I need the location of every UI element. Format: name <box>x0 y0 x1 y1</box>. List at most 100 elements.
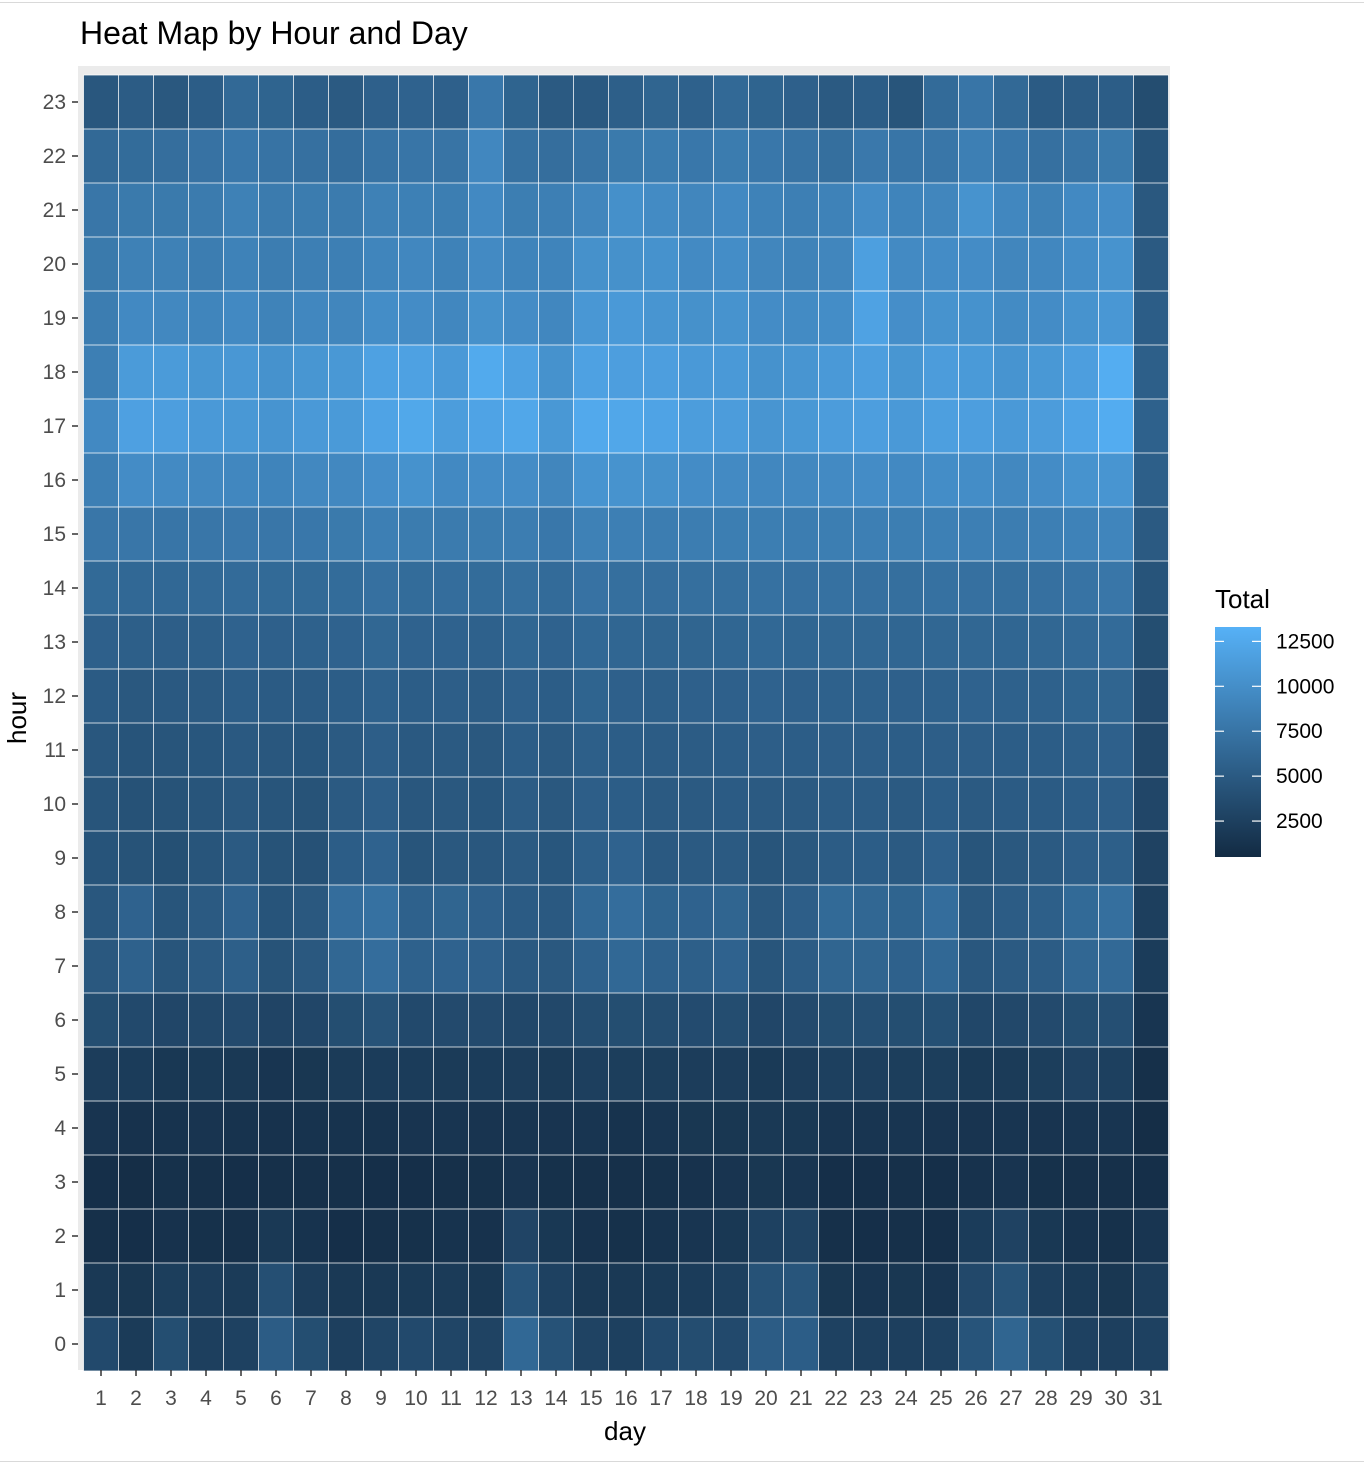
heatmap-cell <box>713 129 749 183</box>
heatmap-cell <box>643 1155 679 1209</box>
heatmap-cell <box>958 1047 994 1101</box>
heatmap-cell <box>538 831 574 885</box>
heatmap-cell <box>398 75 434 129</box>
heatmap-cell <box>363 939 399 993</box>
heatmap-cell <box>573 993 609 1047</box>
heatmap-cell <box>223 939 259 993</box>
heatmap-cell <box>1028 75 1064 129</box>
heatmap-cell <box>363 561 399 615</box>
heatmap-cell <box>783 291 819 345</box>
heatmap-cell <box>538 75 574 129</box>
heatmap-cell <box>923 183 959 237</box>
heatmap-cell <box>783 993 819 1047</box>
heatmap-cell <box>188 831 224 885</box>
heatmap-cell <box>118 885 154 939</box>
heatmap-cell <box>188 75 224 129</box>
heatmap-cell <box>573 1101 609 1155</box>
heatmap-cell <box>118 1209 154 1263</box>
heatmap-cell <box>328 993 364 1047</box>
heatmap-cell <box>538 615 574 669</box>
heatmap-cell <box>258 939 294 993</box>
heatmap-cell <box>853 1155 889 1209</box>
heatmap-cell <box>433 507 469 561</box>
y-tick-label: 5 <box>54 1063 66 1086</box>
heatmap-cell <box>958 1263 994 1317</box>
heatmap-cell <box>433 129 469 183</box>
heatmap-cell <box>713 1101 749 1155</box>
heatmap-cell <box>678 291 714 345</box>
heatmap-cell <box>433 723 469 777</box>
heatmap-cell <box>258 345 294 399</box>
heatmap-cell <box>328 507 364 561</box>
heatmap-cell <box>748 237 784 291</box>
heatmap-cell <box>188 1155 224 1209</box>
heatmap-cell <box>363 291 399 345</box>
heatmap-cell <box>748 561 784 615</box>
heatmap-cell <box>118 615 154 669</box>
heatmap-cell <box>818 993 854 1047</box>
heatmap-cell <box>83 291 119 345</box>
heatmap-cell <box>293 75 329 129</box>
heatmap-cell <box>468 453 504 507</box>
heatmap-cell <box>958 1101 994 1155</box>
heatmap-cell <box>538 1047 574 1101</box>
heatmap-cell <box>223 399 259 453</box>
heatmap-cell <box>538 993 574 1047</box>
heatmap-cell <box>433 1209 469 1263</box>
heatmap-cell <box>1028 939 1064 993</box>
heatmap-cell <box>748 777 784 831</box>
heatmap-cell <box>678 129 714 183</box>
heatmap-cell <box>713 723 749 777</box>
heatmap-cell <box>433 75 469 129</box>
heatmap-cell <box>223 345 259 399</box>
heatmap-cell <box>293 831 329 885</box>
heatmap-cell <box>608 237 644 291</box>
heatmap-cell <box>1028 399 1064 453</box>
heatmap-cell <box>818 1317 854 1371</box>
heatmap-cell <box>83 939 119 993</box>
heatmap-cell <box>1098 1155 1134 1209</box>
heatmap-cell <box>573 75 609 129</box>
heatmap-cell <box>538 453 574 507</box>
heatmap-cell <box>503 669 539 723</box>
y-tick-label: 9 <box>54 847 66 870</box>
heatmap-cell <box>1063 1101 1099 1155</box>
heatmap-cell <box>468 1317 504 1371</box>
heatmap-cell <box>643 885 679 939</box>
heatmap-cell <box>923 291 959 345</box>
heatmap-cell <box>783 75 819 129</box>
heatmap-cell <box>503 507 539 561</box>
heatmap-cell <box>713 561 749 615</box>
heatmap-cell <box>538 129 574 183</box>
heatmap-cell <box>223 1155 259 1209</box>
heatmap-cell <box>1063 507 1099 561</box>
heatmap-cell <box>678 75 714 129</box>
y-tick-label: 7 <box>54 955 66 978</box>
frame-top-border <box>0 2 1364 3</box>
heatmap-cell <box>748 129 784 183</box>
heatmap-cell <box>1133 183 1169 237</box>
heatmap-cell <box>853 507 889 561</box>
heatmap-cell <box>573 291 609 345</box>
heatmap-cell <box>433 669 469 723</box>
heatmap-cell <box>328 1047 364 1101</box>
heatmap-cell <box>783 777 819 831</box>
heatmap-cell <box>1028 615 1064 669</box>
heatmap-cell <box>958 399 994 453</box>
heatmap-cell <box>363 399 399 453</box>
heatmap-cell <box>503 885 539 939</box>
heatmap-cell <box>748 885 784 939</box>
heatmap-cell <box>993 669 1029 723</box>
heatmap-cell <box>1063 615 1099 669</box>
heatmap-cell <box>153 615 189 669</box>
heatmap-cell <box>923 1317 959 1371</box>
heatmap-cell <box>888 561 924 615</box>
heatmap-cell <box>853 1209 889 1263</box>
heatmap-cell <box>293 1101 329 1155</box>
heatmap-cell <box>328 1101 364 1155</box>
heatmap-cell <box>923 1155 959 1209</box>
heatmap-cell <box>433 237 469 291</box>
x-tick-label: 18 <box>684 1387 707 1410</box>
heatmap-cell <box>853 291 889 345</box>
heatmap-cell <box>363 183 399 237</box>
